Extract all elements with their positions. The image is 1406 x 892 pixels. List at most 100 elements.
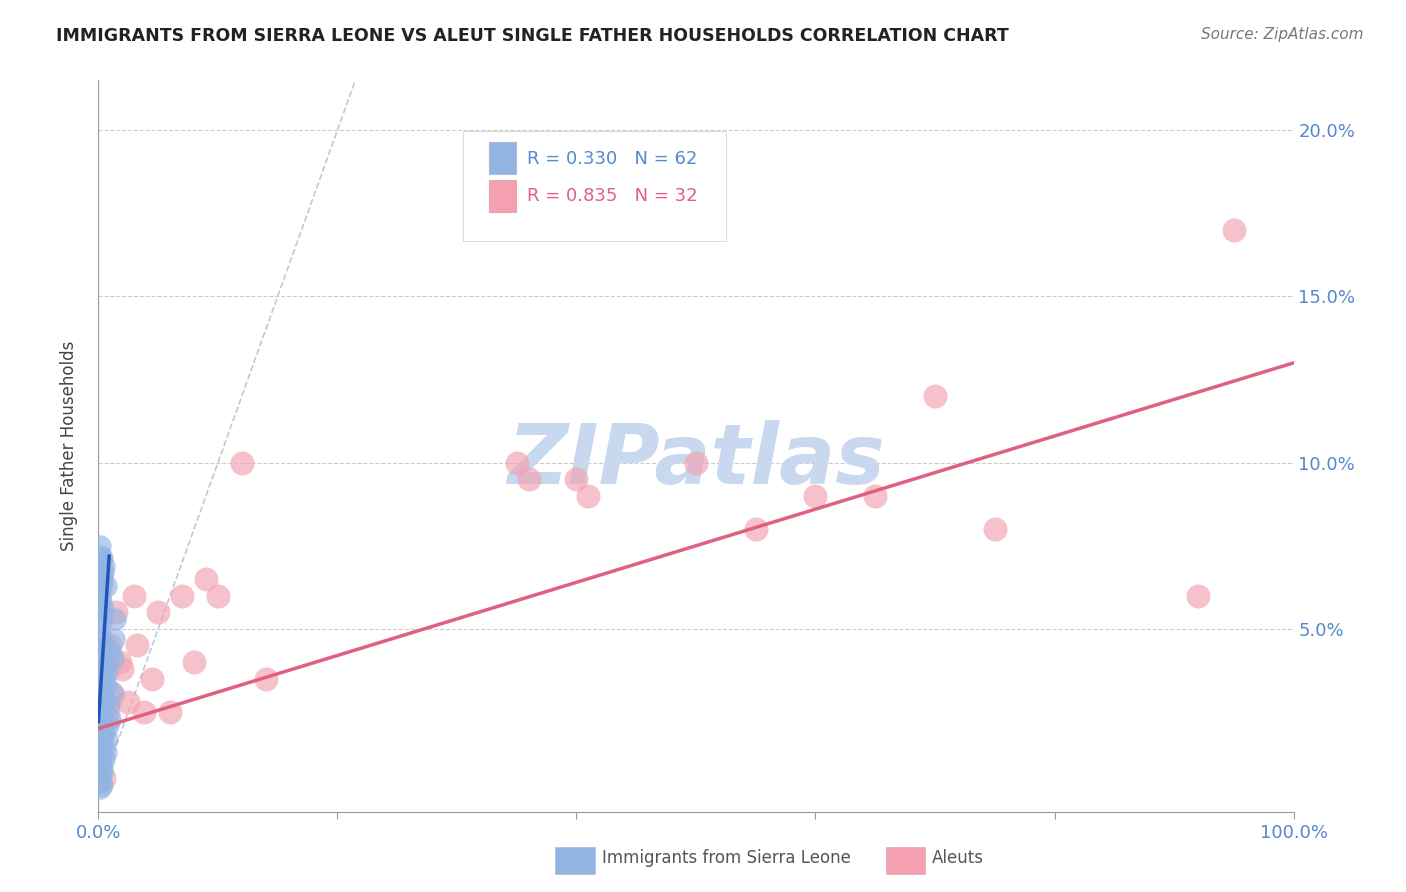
Point	[103, 632, 125, 646]
Point	[90, 748, 112, 763]
Text: R = 0.330   N = 62: R = 0.330 N = 62	[527, 150, 697, 169]
Point	[89, 755, 111, 769]
Point	[89, 655, 111, 669]
Point	[89, 774, 111, 789]
Point	[517, 472, 540, 486]
Point	[93, 751, 115, 765]
Point	[93, 558, 115, 573]
Point	[111, 662, 134, 676]
Point	[89, 672, 111, 686]
Point	[132, 705, 155, 719]
Point	[91, 608, 114, 623]
Point	[685, 456, 707, 470]
Point	[97, 718, 120, 732]
Point	[90, 662, 112, 676]
Point	[91, 641, 114, 656]
Point	[578, 489, 600, 503]
Point	[1223, 223, 1246, 237]
Point	[93, 691, 115, 706]
Point	[91, 635, 114, 649]
Point	[105, 605, 128, 619]
Point	[90, 681, 112, 696]
Point	[91, 764, 114, 779]
Point	[98, 639, 122, 653]
Point	[565, 472, 588, 486]
Point	[93, 658, 115, 673]
Point	[98, 698, 121, 713]
Y-axis label: Single Father Households: Single Father Households	[59, 341, 77, 551]
Point	[183, 655, 205, 669]
Point	[125, 639, 148, 653]
Point	[89, 738, 111, 752]
Point	[865, 489, 887, 503]
Point	[94, 678, 117, 692]
Point	[96, 731, 118, 746]
Point	[91, 602, 114, 616]
Text: IMMIGRANTS FROM SIERRA LEONE VS ALEUT SINGLE FATHER HOUSEHOLDS CORRELATION CHART: IMMIGRANTS FROM SIERRA LEONE VS ALEUT SI…	[56, 27, 1010, 45]
Point	[90, 595, 112, 609]
Point	[91, 575, 114, 590]
Point	[91, 675, 114, 690]
Point	[94, 579, 117, 593]
Point	[96, 665, 118, 679]
Point	[89, 589, 111, 603]
Point	[93, 772, 115, 786]
Point	[91, 708, 114, 723]
Point	[90, 714, 112, 729]
Point	[148, 605, 170, 619]
Point	[91, 735, 114, 749]
Point	[89, 539, 111, 553]
Point	[91, 566, 114, 580]
Point	[90, 728, 112, 742]
Point	[91, 668, 114, 682]
Point	[97, 705, 120, 719]
Point	[90, 582, 112, 596]
Point	[90, 648, 112, 663]
Point	[1187, 589, 1209, 603]
Point	[804, 489, 827, 503]
Point	[924, 389, 946, 403]
Point	[90, 695, 112, 709]
Text: ZIPatlas: ZIPatlas	[508, 420, 884, 501]
Point	[89, 555, 111, 569]
Point	[91, 701, 114, 715]
Point	[984, 522, 1007, 536]
Point	[91, 568, 114, 582]
Point	[98, 645, 122, 659]
Point	[506, 456, 529, 470]
Text: Aleuts: Aleuts	[932, 849, 984, 867]
Point	[100, 685, 122, 699]
Point	[104, 612, 127, 626]
Point	[89, 705, 111, 719]
Point	[172, 589, 194, 603]
Point	[89, 689, 111, 703]
Point	[745, 522, 768, 536]
Point	[101, 652, 124, 666]
Point	[94, 745, 117, 759]
Point	[231, 456, 253, 470]
Point	[89, 722, 111, 736]
Text: Source: ZipAtlas.com: Source: ZipAtlas.com	[1201, 27, 1364, 42]
Text: R = 0.835   N = 32: R = 0.835 N = 32	[527, 186, 699, 205]
Point	[108, 655, 131, 669]
Point	[90, 615, 112, 630]
Point	[91, 741, 114, 756]
Point	[117, 695, 139, 709]
Point	[124, 589, 146, 603]
Bar	[489, 180, 516, 212]
Point	[91, 762, 114, 776]
Point	[89, 768, 111, 782]
Point	[195, 572, 218, 586]
Point	[207, 589, 229, 603]
Point	[93, 725, 115, 739]
Point	[90, 628, 112, 642]
Bar	[489, 142, 516, 174]
Point	[91, 778, 114, 792]
Point	[159, 705, 181, 719]
Point	[90, 549, 112, 563]
Point	[101, 689, 124, 703]
Point	[89, 781, 111, 796]
Point	[91, 552, 114, 566]
Point	[254, 672, 277, 686]
Text: Immigrants from Sierra Leone: Immigrants from Sierra Leone	[602, 849, 851, 867]
